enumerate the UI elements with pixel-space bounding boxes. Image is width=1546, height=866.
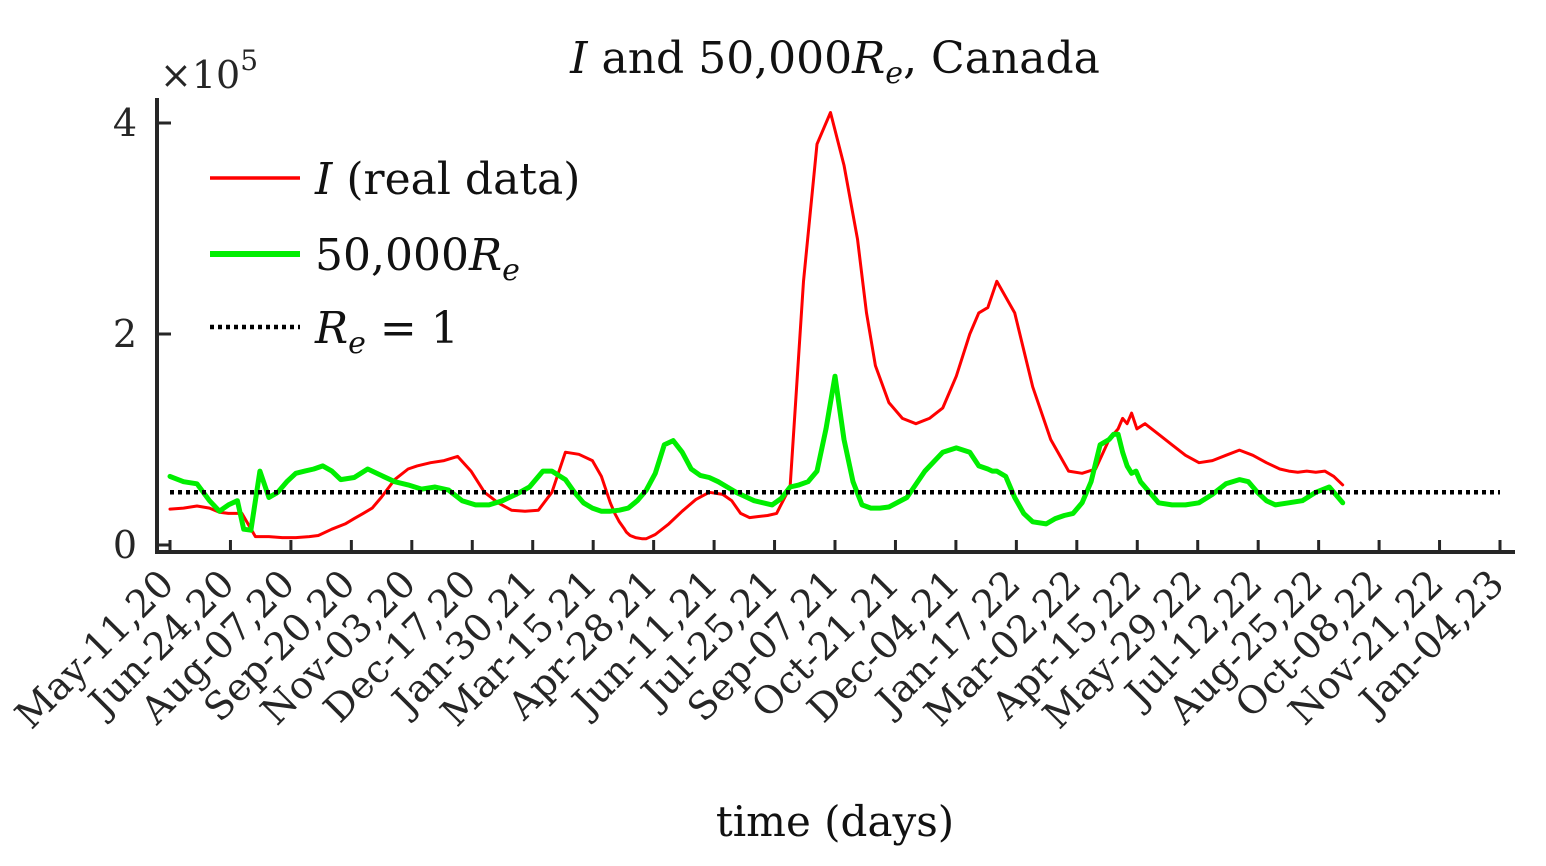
y-tick-label: 4 xyxy=(113,101,137,145)
y-tick-label: 0 xyxy=(113,523,137,567)
series-line-1 xyxy=(167,373,1346,533)
legend-label-I: I (real data) xyxy=(314,154,580,205)
y-multiplier: ×105 xyxy=(160,44,258,97)
legend-label-Re: 50,000Re xyxy=(315,230,520,288)
x-axis-label: time (days) xyxy=(716,797,954,846)
series-layer xyxy=(167,111,1500,541)
chart-title: I and 50,000Re, Canada xyxy=(569,33,1100,91)
legend-label-one: Re = 1 xyxy=(314,303,459,361)
legend: I (real data) 50,000Re Re = 1 xyxy=(210,154,580,361)
y-tick-label: 2 xyxy=(113,312,137,356)
axes: 024May-11,20Jun-24,20Aug-07,20Sep-20,20N… xyxy=(7,98,1515,737)
series-line-0 xyxy=(168,111,1345,541)
